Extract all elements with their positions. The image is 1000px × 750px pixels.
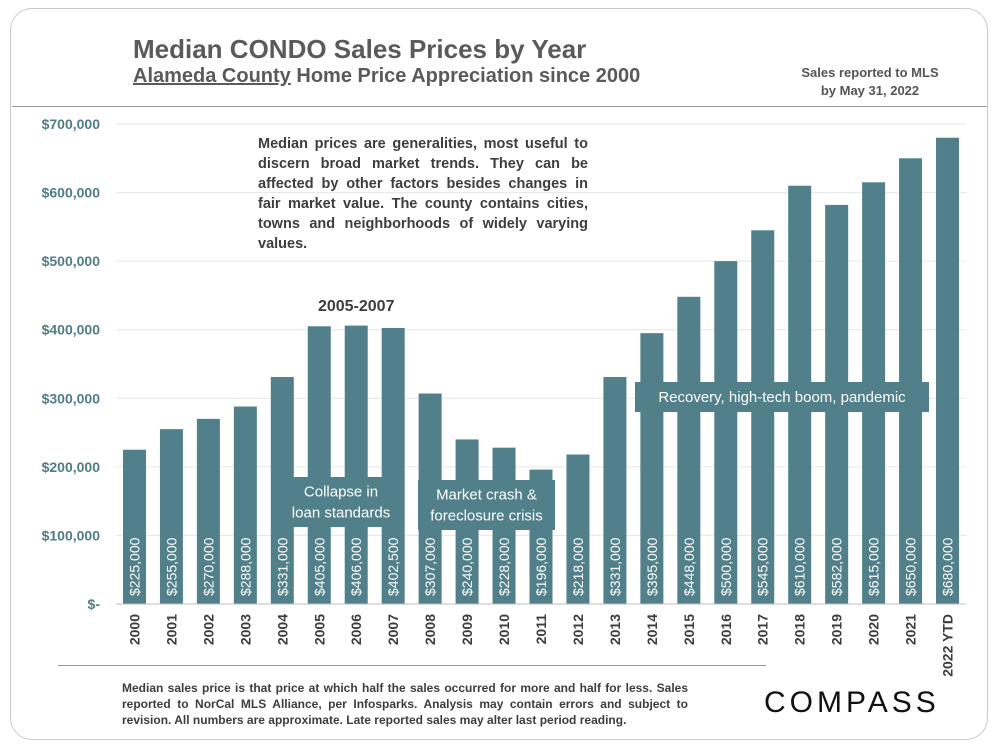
sales-note: Sales reported to MLS by May 31, 2022	[770, 64, 970, 100]
bar	[899, 158, 923, 605]
x-tick-label: 2008	[422, 614, 438, 645]
x-tick-label: 2001	[163, 614, 179, 645]
x-tick-label: 2011	[533, 614, 549, 645]
x-tick-label: 2002	[200, 614, 216, 645]
x-tick-label: 2012	[570, 614, 586, 645]
footnote: Median sales price is that price at whic…	[122, 681, 688, 727]
bar-data-label: $448,000	[681, 537, 697, 596]
bar	[159, 429, 183, 604]
bar	[677, 296, 701, 604]
callout-box-crash	[418, 480, 555, 530]
bar-data-label: $610,000	[792, 537, 808, 596]
bar-data-label: $331,000	[607, 537, 623, 596]
period-annotation: 2005-2007	[318, 298, 395, 315]
x-tick-label: 2010	[496, 614, 512, 645]
x-tick-label: 2017	[755, 614, 771, 645]
y-tick-label: $300,000	[42, 390, 101, 406]
bar-data-label: $307,000	[422, 537, 438, 596]
subtitle-rest: Home Price Appreciation since 2000	[290, 65, 641, 87]
y-tick-label: $600,000	[42, 185, 101, 201]
bar	[307, 326, 331, 604]
bar-data-label: $650,000	[903, 537, 919, 596]
x-tick-label: 2015	[681, 614, 697, 645]
bar	[270, 377, 294, 604]
bar	[381, 328, 405, 604]
bar	[196, 418, 220, 604]
bar	[233, 406, 257, 604]
callout-text-collapse: loan standards	[292, 505, 390, 522]
subtitle-county: Alameda County	[133, 65, 291, 87]
x-tick-label: 2009	[459, 614, 475, 645]
bar	[344, 325, 368, 604]
x-tick-label: 2000	[126, 614, 142, 645]
y-tick-label: $-	[88, 596, 101, 612]
bar-data-label: $545,000	[755, 537, 771, 596]
callout-box-recovery	[635, 382, 929, 412]
bar-data-label: $582,000	[829, 537, 845, 596]
bar	[751, 230, 775, 605]
bar-data-label: $500,000	[718, 537, 734, 596]
y-tick-label: $200,000	[42, 459, 101, 475]
bar-data-label: $331,000	[274, 537, 290, 596]
sales-note-line1: Sales reported to MLS	[801, 65, 939, 80]
x-tick-label: 2018	[792, 614, 808, 645]
bar-data-label: $406,000	[348, 537, 364, 596]
chart-title: Median CONDO Sales Prices by Year	[133, 34, 587, 64]
bar-data-label: $240,000	[459, 537, 475, 596]
x-tick-label: 2003	[237, 614, 253, 645]
chart-subtitle: Alameda County Home Price Appreciation s…	[133, 65, 640, 88]
y-tick-label: $400,000	[42, 322, 101, 338]
bar-data-label: $218,000	[570, 537, 586, 596]
bar-data-label: $225,000	[126, 537, 142, 596]
x-tick-label: 2019	[829, 614, 845, 645]
callout-text-crash: foreclosure crisis	[430, 508, 543, 525]
bar-data-label: $402,500	[385, 537, 401, 596]
bar-data-label: $196,000	[533, 537, 549, 596]
bar-data-label: $395,000	[644, 537, 660, 596]
x-tick-label: 2021	[903, 614, 919, 645]
callout-box-collapse	[285, 477, 397, 527]
median-disclaimer-note: Median prices are generalities, most use…	[258, 136, 588, 252]
x-tick-label: 2016	[718, 614, 734, 645]
y-tick-label: $500,000	[42, 253, 101, 269]
bar	[714, 261, 738, 604]
x-tick-label: 2006	[348, 614, 364, 645]
bar	[566, 454, 590, 604]
compass-logo: COMPASS	[764, 686, 940, 719]
callout-text-crash: Market crash &	[436, 487, 537, 504]
bar-data-label: $228,000	[496, 537, 512, 596]
y-tick-label: $100,000	[42, 527, 101, 543]
x-tick-label: 2014	[644, 614, 660, 645]
callout-text-collapse: Collapse in	[304, 484, 378, 501]
x-tick-label: 2013	[607, 614, 623, 645]
bar	[936, 137, 960, 604]
footer-divider	[58, 665, 766, 666]
bar-data-label: $615,000	[866, 537, 882, 596]
bar	[122, 449, 146, 604]
x-tick-label: 2007	[385, 614, 401, 645]
bar-data-label: $255,000	[163, 537, 179, 596]
x-tick-label: 2020	[866, 614, 882, 645]
bar-data-label: $288,000	[237, 537, 253, 596]
callout-text-recovery: Recovery, high-tech boom, pandemic	[658, 389, 906, 406]
x-tick-label: 2004	[274, 614, 290, 645]
bar-data-label: $270,000	[200, 537, 216, 596]
bar-data-label: $680,000	[940, 537, 956, 596]
y-tick-label: $700,000	[42, 116, 101, 132]
bar	[603, 377, 627, 604]
bar-data-label: $405,000	[311, 537, 327, 596]
header-divider	[12, 106, 987, 107]
x-tick-label: 2022 YTD	[940, 614, 956, 677]
sales-note-line2: by May 31, 2022	[820, 83, 920, 98]
x-tick-label: 2005	[311, 614, 327, 645]
chart-card	[10, 8, 988, 740]
